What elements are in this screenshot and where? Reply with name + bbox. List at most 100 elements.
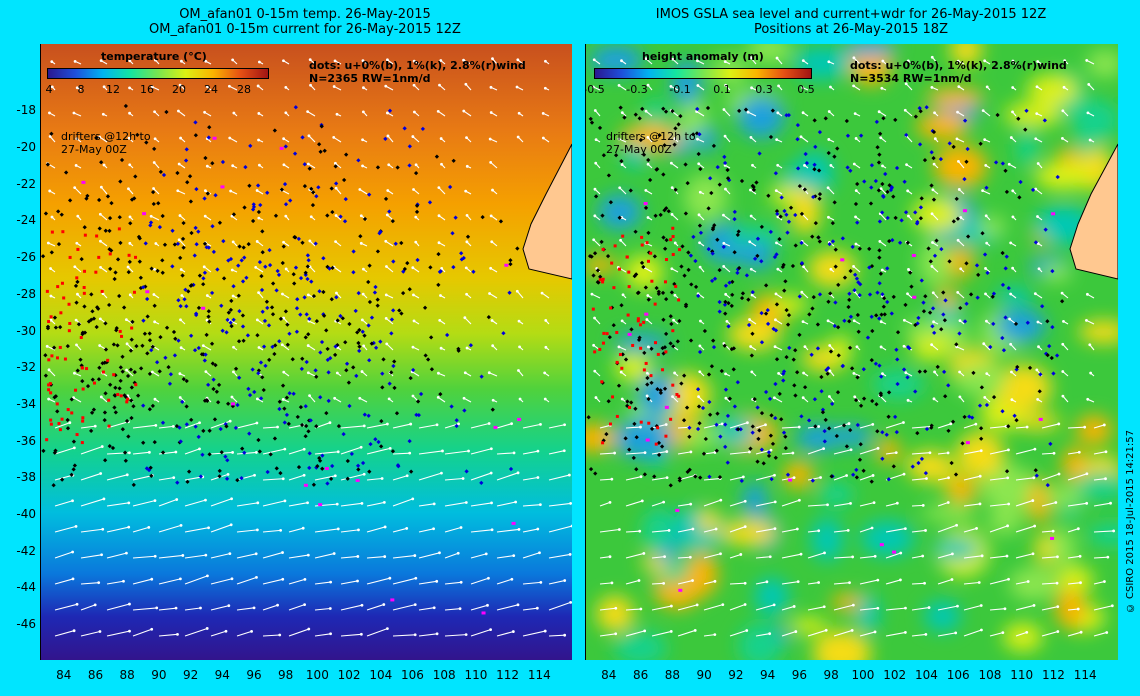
current-arrowhead	[467, 449, 470, 453]
drifter-dot	[360, 329, 365, 334]
current-arrowhead	[852, 56, 856, 60]
drifter-dot	[919, 196, 924, 201]
current-arrow	[1015, 580, 1029, 585]
drifter-dot	[202, 196, 207, 201]
sea-level-anomaly-blob	[789, 617, 828, 634]
current-arrowhead	[1032, 476, 1036, 480]
sea-level-anomaly-blob	[924, 600, 961, 632]
current-arrow	[262, 478, 284, 481]
drifter-dot	[175, 480, 180, 485]
sea-level-anomaly-blob	[916, 112, 969, 140]
current-arrowhead	[854, 189, 858, 193]
current-arrowhead	[1085, 59, 1089, 62]
drifter-dot-wind	[107, 424, 111, 428]
current-arrowhead	[876, 446, 880, 450]
current-arrow	[723, 266, 731, 273]
current-arrow	[937, 605, 958, 611]
drifter-dot	[806, 418, 812, 423]
current-arrow	[236, 576, 257, 585]
drifter-dot-wind	[601, 341, 605, 345]
current-arrowhead	[229, 523, 233, 527]
drifter-dot	[664, 206, 669, 211]
drifter-dot	[245, 333, 251, 338]
current-arrowhead	[852, 319, 856, 323]
current-arrow	[288, 604, 305, 611]
drifter-dot	[280, 260, 285, 266]
current-arrowhead	[931, 241, 934, 244]
current-arrowhead	[490, 319, 494, 322]
drifter-dot	[383, 136, 388, 142]
current-arrowhead	[382, 501, 386, 504]
current-arrowhead	[827, 138, 831, 141]
left-colorbar-title: temperature (°C)	[101, 50, 207, 63]
drifter-dot	[225, 458, 230, 463]
current-arrowhead	[359, 445, 363, 449]
current-arrowhead	[541, 111, 545, 115]
current-arrowhead	[592, 58, 596, 62]
drifter-dot	[292, 234, 297, 240]
lon-tick: 106	[946, 668, 970, 682]
current-arrowhead	[1037, 267, 1041, 271]
current-arrowhead	[906, 398, 910, 402]
drifter-dot	[206, 135, 211, 140]
current-arrowhead	[128, 163, 132, 167]
current-arrow	[729, 451, 750, 455]
drifter-dot	[915, 219, 920, 225]
drifter-dot	[170, 228, 175, 233]
current-arrowhead	[845, 474, 848, 477]
current-arrow	[807, 530, 819, 533]
current-arrow	[340, 604, 363, 611]
current-arrow	[210, 630, 227, 637]
drifter-dot	[725, 176, 731, 181]
current-arrowhead	[439, 294, 442, 297]
drifter-dot	[217, 474, 222, 479]
current-arrowhead	[177, 109, 180, 113]
current-arrow	[625, 608, 641, 611]
current-arrowhead	[176, 632, 179, 636]
current-arrow	[522, 630, 546, 637]
current-arrowhead	[1076, 607, 1080, 611]
right-note-line1: drifters @12h to	[606, 130, 696, 143]
current-arrow	[178, 239, 186, 247]
drifter-dot	[893, 414, 898, 420]
lat-tick: -42	[16, 544, 36, 558]
current-arrowhead	[440, 471, 443, 475]
current-arrow	[418, 503, 435, 507]
current-arrow	[1067, 608, 1079, 611]
current-arrowhead	[125, 368, 128, 372]
drifter-dot	[1042, 118, 1047, 123]
current-arrow	[625, 500, 643, 507]
drifter-dot	[913, 210, 918, 215]
drifter-dot	[317, 455, 322, 461]
current-arrow	[963, 629, 982, 637]
drifter-dot	[416, 412, 421, 418]
drifter-dot	[773, 381, 778, 387]
drifter-dot	[148, 220, 154, 225]
current-arrowhead	[517, 111, 521, 115]
current-arrowhead	[204, 553, 208, 557]
current-arrowhead	[230, 577, 234, 581]
drifter-dot	[298, 312, 303, 317]
current-arrowhead	[933, 111, 936, 115]
drifter-dot	[919, 278, 924, 283]
lon-tick: 96	[791, 668, 808, 682]
drifter-dot	[349, 451, 354, 456]
current-arrow	[1093, 424, 1105, 429]
current-arrowhead	[281, 551, 284, 554]
current-arrow	[801, 291, 809, 299]
drifter-dot	[314, 424, 319, 429]
current-arrowhead	[484, 552, 488, 556]
current-arrowhead	[362, 424, 366, 428]
current-arrowhead	[902, 318, 906, 322]
drifter-dot	[282, 181, 288, 187]
sea-level-anomaly-blob	[738, 623, 782, 660]
current-arrow	[599, 501, 611, 507]
drifter-dot	[725, 460, 730, 465]
drifter-dot	[296, 236, 301, 241]
drifter-dot	[346, 380, 352, 385]
drifter-dot-wind	[49, 315, 53, 319]
current-arrowhead	[983, 59, 987, 63]
current-arrow	[599, 582, 612, 585]
current-arrowhead	[281, 292, 284, 296]
drifter-dot-wind	[67, 302, 71, 306]
